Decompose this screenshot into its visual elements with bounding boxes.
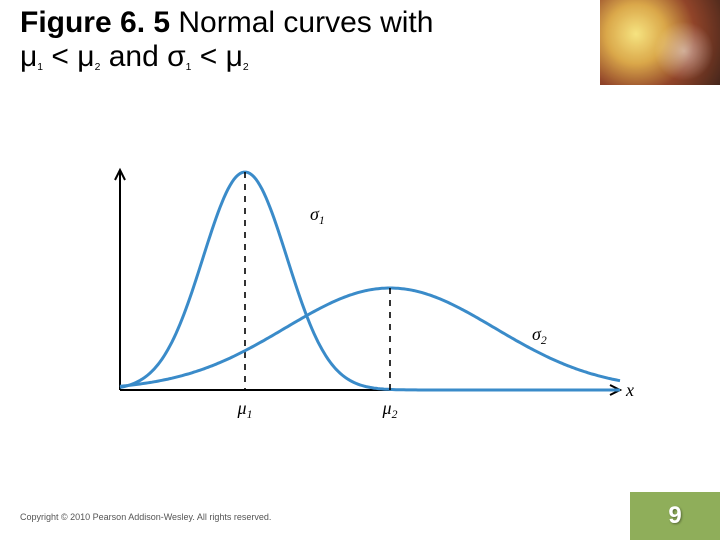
title-lt2: < [191,40,225,73]
title-and: and [100,40,167,73]
figure-desc-pre: Normal curves with [170,6,433,39]
copyright-text: Copyright © 2010 Pearson Addison-Wesley.… [20,512,271,522]
corner-decoration [600,0,720,85]
chart-svg: x μ1 σ1 μ2 σ2 [100,130,640,430]
svg-text:σ1: σ1 [310,204,325,227]
svg-text:σ2: σ2 [532,324,547,347]
title-mu1: μ [20,40,37,73]
slide: Figure 6. 5 Normal curves with μ1 < μ2 a… [0,0,720,540]
title-mu2: μ [77,40,94,73]
title-lt1: < [43,40,77,73]
page-number: 9 [668,502,681,530]
page-number-badge: 9 [630,492,720,540]
figure-label: Figure 6. 5 [20,6,170,39]
title-sig1: σ [167,40,186,73]
svg-text:x: x [625,380,634,400]
svg-text:μ2: μ2 [382,398,398,421]
title-mu3: μ [226,40,243,73]
title-sub4: 2 [243,62,249,73]
figure-title: Figure 6. 5 Normal curves with μ1 < μ2 a… [20,6,580,74]
svg-text:μ1: μ1 [237,398,253,421]
normal-curves-chart: x μ1 σ1 μ2 σ2 [100,130,640,430]
